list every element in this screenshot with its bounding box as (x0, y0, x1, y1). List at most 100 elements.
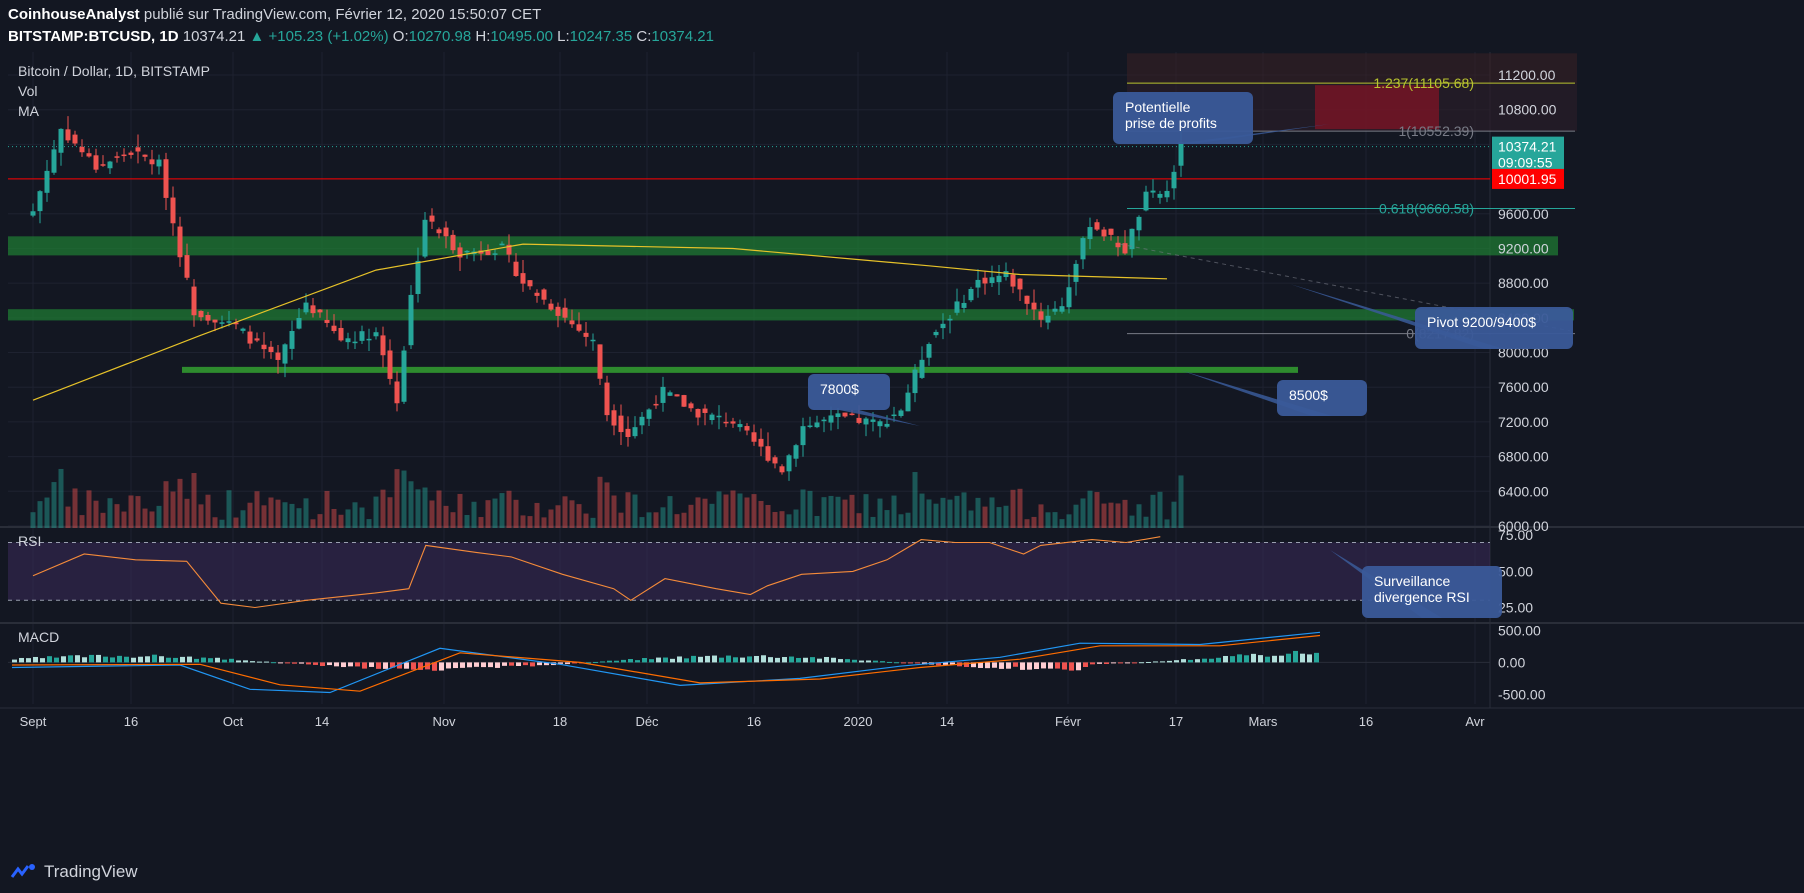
volume-bar (408, 481, 414, 528)
candle-body (1143, 191, 1149, 211)
macd-histogram-bar (390, 662, 395, 668)
macd-histogram-bar (243, 660, 248, 663)
macd-histogram-bar (670, 658, 675, 663)
candle-body (1073, 263, 1079, 282)
volume-bar (128, 495, 134, 528)
macd-histogram-bar (600, 661, 605, 663)
tradingview-logo[interactable]: TradingView (10, 862, 138, 882)
macd-histogram-bar (1083, 662, 1088, 668)
volume-bar (898, 514, 904, 528)
time-axis-label: Mars (1249, 714, 1278, 729)
macd-histogram-bar (376, 662, 381, 669)
volume-bar (107, 498, 113, 528)
price-axis-label: 8800.00 (1498, 275, 1549, 291)
volume-bar (534, 502, 540, 528)
volume-bar (429, 500, 435, 528)
macd-histogram-bar (530, 662, 535, 667)
candle-body (779, 466, 785, 473)
macd-histogram-bar (89, 654, 94, 663)
macd-histogram-bar (1027, 662, 1032, 670)
volume-bar (1066, 514, 1072, 528)
macd-histogram-bar (964, 662, 969, 667)
macd-histogram-bar (1097, 662, 1102, 664)
volume-bar (695, 497, 701, 528)
candle-body (870, 419, 876, 422)
volume-bar (877, 498, 883, 528)
macd-histogram-bar (614, 660, 619, 663)
macd-histogram-bar (915, 662, 920, 664)
macd-histogram-bar (103, 656, 108, 663)
candle-body (191, 286, 197, 316)
volume-bar (254, 491, 260, 528)
macd-histogram-bar (880, 661, 885, 663)
macd-histogram-bar (418, 662, 423, 670)
macd-histogram-bar (320, 662, 325, 667)
volume-bar (828, 495, 834, 528)
volume-bar (485, 500, 491, 528)
candle-body (821, 419, 827, 422)
volume-bar (1178, 475, 1184, 528)
symbol-label[interactable]: BITSTAMP:BTCUSD, 1D (8, 28, 179, 45)
macd-histogram-bar (187, 656, 192, 663)
volume-bar (751, 494, 757, 528)
support-8500-note-text: 8500$ (1289, 387, 1328, 403)
legend-ma: MA (18, 103, 40, 119)
chart-area[interactable]: 1.237(11105.68) 1(10552.39) 0.618(9660.58)… (0, 52, 1804, 852)
candle-body (856, 417, 862, 423)
volume-bar (779, 511, 785, 528)
macd-histogram-bar (467, 662, 472, 668)
candle-body (121, 154, 127, 157)
time-axis-label: 16 (747, 714, 761, 729)
candle-body (989, 277, 995, 283)
candle-body (576, 324, 582, 331)
candle-body (709, 414, 715, 421)
ohlc-line: BITSTAMP:BTCUSD, 1D 10374.21 ▲ +105.23 (… (8, 28, 714, 45)
volume-bar (618, 512, 624, 528)
author-name[interactable]: CoinhouseAnalyst (8, 6, 140, 23)
time-axis-label: 16 (124, 714, 138, 729)
volume-bar (681, 512, 687, 528)
candle-body (597, 344, 603, 379)
rsi-axis-label: 75.00 (1498, 527, 1533, 543)
candle-body (366, 338, 372, 341)
volume-bar (275, 499, 281, 528)
macd-histogram-bar (943, 662, 948, 665)
candle-body (394, 381, 400, 404)
macd-histogram-bar (1132, 662, 1137, 664)
volume-bar (912, 472, 918, 528)
macd-histogram-bar (383, 662, 388, 669)
volume-bar (632, 494, 638, 528)
red-line-price-tag-bg (1492, 168, 1564, 189)
countdown-tag: 09:09:55 (1498, 155, 1553, 171)
volume-bar (625, 492, 631, 528)
macd-histogram-bar (747, 656, 752, 663)
high-label: H: (475, 28, 491, 45)
macd-histogram-bar (789, 656, 794, 663)
volume-bar (541, 517, 547, 528)
candle-body (275, 352, 281, 360)
macd-histogram-bar (82, 657, 87, 663)
macd-histogram-bar (313, 662, 318, 665)
macd-histogram-bar (1055, 662, 1060, 669)
macd-histogram-bar (1286, 653, 1291, 663)
volume-bar (576, 504, 582, 528)
macd-histogram-bar (803, 657, 808, 663)
candle-body (457, 247, 463, 258)
macd-histogram-bar (1181, 659, 1186, 663)
macd-histogram-bar (537, 662, 542, 666)
candle-body (786, 455, 792, 472)
candle-body (758, 438, 764, 447)
candle-body (205, 315, 211, 321)
candle-body (93, 155, 99, 170)
fib-zone-top (1127, 53, 1577, 84)
macd-histogram-bar (908, 662, 913, 664)
price-axis-label: 7600.00 (1498, 379, 1549, 395)
candle-body (1080, 238, 1086, 260)
macd-histogram-bar (775, 657, 780, 663)
time-axis-label: Déc (635, 714, 659, 729)
volume-bar (1073, 504, 1079, 528)
macd-histogram-bar (299, 662, 304, 664)
macd-histogram-bar (152, 654, 157, 663)
candle-body (44, 170, 50, 193)
candle-body (723, 421, 729, 424)
